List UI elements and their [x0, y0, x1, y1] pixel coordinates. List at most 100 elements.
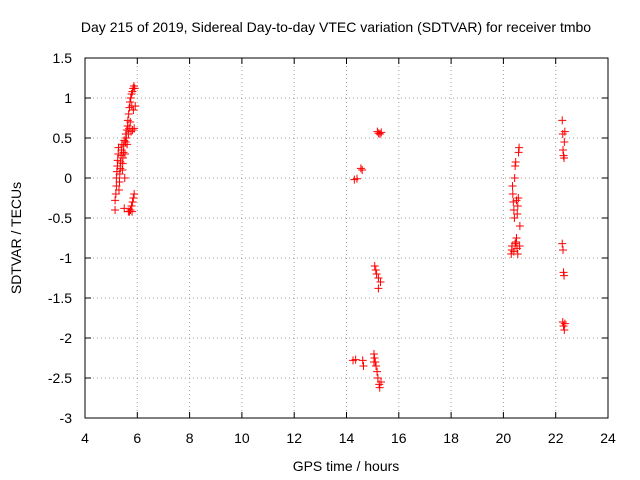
data-point	[118, 154, 127, 162]
data-point	[124, 110, 133, 118]
data-point	[370, 262, 379, 270]
y-axis-label: SDTVAR / TECUs	[8, 182, 24, 294]
x-tick-label: 16	[391, 430, 407, 446]
y-tick-label: 1.5	[53, 50, 73, 66]
data-point	[560, 319, 569, 328]
data-point	[375, 130, 384, 138]
data-point	[512, 234, 521, 242]
data-point	[374, 284, 383, 293]
x-tick-label: 8	[186, 430, 194, 446]
data-point	[352, 174, 361, 183]
y-tick-label: 1	[64, 90, 72, 106]
x-tick-label: 22	[548, 430, 564, 446]
data-point	[371, 266, 380, 274]
y-tick-label: -2	[60, 330, 73, 346]
data-point	[129, 106, 138, 114]
y-tick-label: -3	[60, 410, 73, 426]
x-tick-label: 4	[81, 430, 89, 446]
data-point	[128, 126, 137, 134]
data-point	[559, 268, 568, 277]
y-tick-label: -1	[60, 250, 73, 266]
data-point	[126, 118, 135, 126]
data-point	[127, 202, 136, 210]
x-tick-label: 20	[496, 430, 512, 446]
data-point	[514, 148, 523, 157]
data-point	[372, 362, 381, 370]
x-tick-label: 12	[286, 430, 302, 446]
data-point	[351, 355, 360, 364]
data-point	[558, 116, 567, 125]
y-tick-label: 0	[64, 170, 72, 186]
data-point	[369, 350, 378, 358]
data-point	[510, 174, 519, 182]
data-point	[560, 271, 569, 280]
data-point	[130, 124, 139, 133]
data-point	[358, 166, 367, 174]
data-point	[558, 318, 567, 326]
data-point	[129, 194, 138, 202]
data-point	[511, 158, 520, 166]
data-point	[359, 362, 368, 370]
data-point	[512, 196, 521, 205]
data-point	[131, 102, 140, 110]
data-point	[123, 140, 132, 149]
data-point	[375, 383, 384, 392]
data-point	[559, 146, 568, 154]
data-point	[369, 358, 378, 366]
data-point	[515, 143, 524, 152]
data-point	[560, 326, 569, 334]
data-point	[128, 198, 137, 206]
data-point	[377, 378, 386, 386]
data-point	[560, 138, 569, 146]
data-point	[515, 222, 524, 230]
data-point	[515, 242, 524, 250]
data-point	[374, 274, 383, 282]
data-point	[111, 206, 120, 214]
data-point	[511, 238, 520, 246]
data-point	[508, 190, 517, 198]
data-point	[511, 162, 520, 170]
data-point	[114, 186, 123, 194]
data-point	[372, 270, 381, 278]
data-point	[373, 367, 382, 376]
grid	[85, 58, 608, 418]
data-point	[126, 94, 135, 102]
data-point	[558, 239, 567, 248]
data-point	[370, 354, 379, 362]
data-point	[130, 84, 139, 93]
data-point	[111, 196, 120, 205]
data-point	[560, 127, 569, 136]
data-point	[128, 207, 137, 216]
data-point	[120, 174, 129, 182]
data-point	[119, 142, 128, 150]
data-point	[126, 206, 135, 214]
data-point	[559, 246, 568, 254]
axis-ticks: 4 6 8 10 12 14 16 18 20 22 24 -3 -2.5 -2 -1.5 -1 -0.5 0 0.…	[48, 50, 616, 446]
data-point	[508, 182, 517, 190]
data-point	[115, 178, 124, 186]
x-axis-label: GPS time / hours	[293, 458, 400, 474]
data-point	[513, 210, 522, 218]
data-point	[513, 202, 522, 210]
data-points	[111, 82, 569, 392]
data-point	[509, 206, 518, 214]
y-tick-label: -0.5	[48, 210, 72, 226]
data-point	[121, 150, 130, 158]
y-tick-label: -2.5	[48, 370, 72, 386]
data-point	[358, 356, 367, 365]
x-tick-label: 24	[600, 430, 616, 446]
data-point	[356, 164, 365, 173]
data-point	[377, 128, 386, 137]
data-point	[130, 190, 139, 198]
x-tick-label: 10	[234, 430, 250, 446]
data-point	[560, 154, 569, 162]
x-tick-label: 18	[443, 430, 459, 446]
chart-title: Day 215 of 2019, Sidereal Day-to-day VTE…	[81, 19, 591, 35]
y-tick-label: 0.5	[53, 130, 73, 146]
data-point	[511, 239, 520, 248]
x-tick-label: 6	[133, 430, 141, 446]
data-point	[120, 204, 129, 213]
x-tick-label: 14	[339, 430, 355, 446]
